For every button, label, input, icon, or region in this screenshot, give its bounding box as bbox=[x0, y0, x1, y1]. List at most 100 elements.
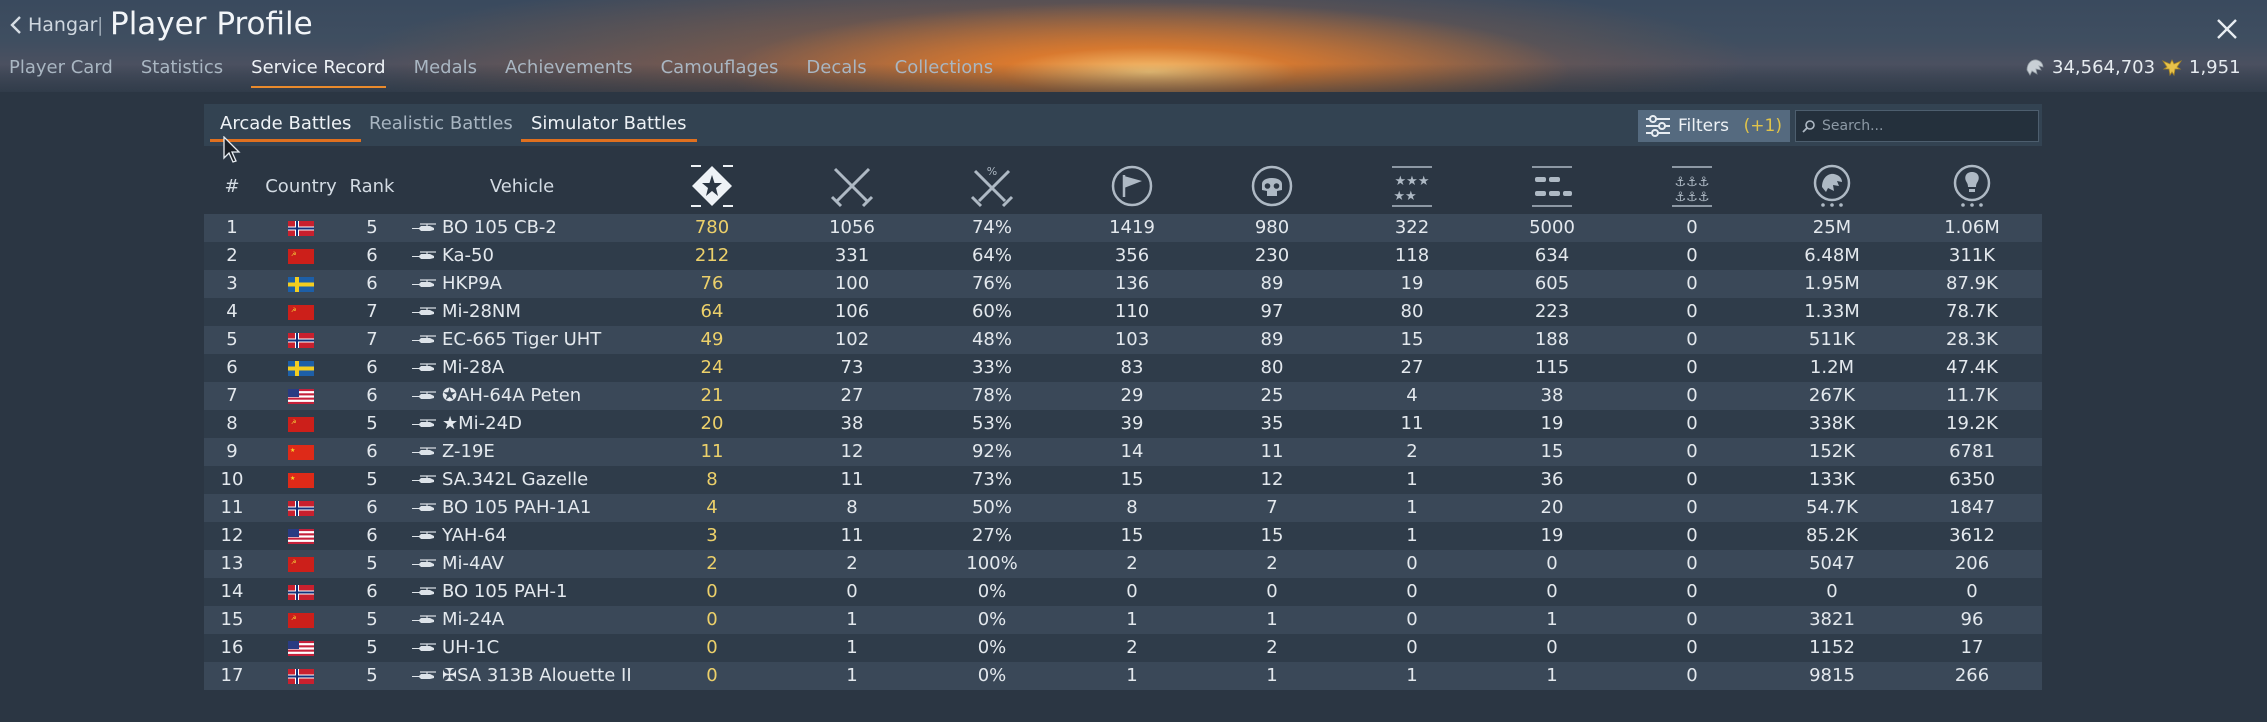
tab-decals[interactable]: Decals bbox=[806, 57, 867, 78]
silver-lions-earned-value: 1.33M bbox=[1804, 301, 1860, 322]
vehicle-name[interactable]: BO 105 PAH-1A1 bbox=[442, 497, 592, 518]
tab-statistics[interactable]: Statistics bbox=[140, 57, 224, 78]
ground-kills-value: 0 bbox=[1546, 553, 1558, 574]
table-row[interactable]: 17 5 ✠SA 313B Alouette II 0 1 0% 1 1 1 1 0 9815 266 bbox=[204, 662, 2042, 690]
vehicle-name[interactable]: HKP9A bbox=[442, 273, 502, 294]
battles-value: 8 bbox=[846, 497, 858, 518]
silver-lions-balance: 34,564,703 bbox=[2024, 56, 2155, 78]
golden-eagles-icon bbox=[2161, 59, 2183, 77]
battles-value: 27 bbox=[840, 385, 864, 406]
table-row[interactable]: 9 ★ 6 Z-19E 11 12 92% 14 11 2 15 0 152K 6781 bbox=[204, 438, 2042, 466]
ground-kills-value: 19 bbox=[1540, 413, 1564, 434]
vehicle-name[interactable]: EC-665 Tiger UHT bbox=[442, 329, 602, 350]
search-box[interactable] bbox=[1795, 110, 2039, 142]
table-row[interactable]: 4 ☭ 7 Mi-28NM 64 106 60% 110 97 80 223 0 1.33M 78.7K bbox=[204, 298, 2042, 326]
tab-arcade-battles[interactable]: Arcade Battles bbox=[209, 112, 362, 142]
rank-value: 6 bbox=[366, 245, 378, 266]
table-row[interactable]: 5 7 EC-665 Tiger UHT 49 102 48% 103 89 15 188 0 511… bbox=[204, 326, 2042, 354]
table-row[interactable]: 6 6 Mi-28A 24 73 33% 83 80 27 115 0 1.2M 47.4K bbox=[204, 354, 2042, 382]
vehicle-cell: Z-19E bbox=[410, 438, 642, 466]
victories-value: 64 bbox=[700, 301, 724, 322]
table-row[interactable]: 1 5 BO 105 CB-2 780 1056 74% 1419 980 322 5000 0 25… bbox=[204, 214, 2042, 242]
vehicle-name[interactable]: ✠SA 313B Alouette II bbox=[442, 665, 632, 686]
vehicle-name[interactable]: Mi-28A bbox=[442, 357, 505, 378]
kills-value: 35 bbox=[1260, 413, 1284, 434]
table-row[interactable]: 16 5 UH-1C 0 1 0% 2 2 0 0 0 1152 17 bbox=[204, 634, 2042, 662]
vehicle-name[interactable]: Ka-50 bbox=[442, 245, 494, 266]
respawns-value: 1 bbox=[1126, 609, 1138, 630]
battles-value: 11 bbox=[840, 469, 864, 490]
respawns-value: 103 bbox=[1114, 329, 1150, 350]
naval-kills-value: 0 bbox=[1686, 497, 1698, 518]
tab-collections[interactable]: Collections bbox=[894, 57, 994, 78]
vehicle-name[interactable]: SA.342L Gazelle bbox=[442, 469, 589, 490]
col-silver-lions-earned[interactable] bbox=[1762, 158, 1902, 214]
col-ground-kills[interactable] bbox=[1482, 158, 1622, 214]
air-kills-value: 2 bbox=[1406, 441, 1418, 462]
col-battles[interactable] bbox=[782, 158, 922, 214]
col-win-rate[interactable]: % bbox=[922, 158, 1062, 214]
vehicle-name[interactable]: Z-19E bbox=[442, 441, 495, 462]
tab-medals[interactable]: Medals bbox=[413, 57, 478, 78]
col-respawns[interactable] bbox=[1062, 158, 1202, 214]
table-header: # Country Rank Vehicle bbox=[204, 158, 2042, 214]
kills-value: 80 bbox=[1260, 357, 1284, 378]
rank-value: 6 bbox=[366, 497, 378, 518]
tab-camouflages[interactable]: Camouflages bbox=[660, 57, 779, 78]
battles-value: 11 bbox=[840, 525, 864, 546]
battles-value: 1 bbox=[846, 609, 858, 630]
row-number: 7 bbox=[226, 385, 238, 406]
vehicle-name[interactable]: Mi-24A bbox=[442, 609, 505, 630]
vehicle-name[interactable]: Mi-4AV bbox=[442, 553, 504, 574]
table-row[interactable]: 14 6 BO 105 PAH-1 0 0 0% 0 0 0 0 0 0 0 bbox=[204, 578, 2042, 606]
vehicle-cell: BO 105 PAH-1A1 bbox=[410, 494, 642, 522]
tab-simulator-battles[interactable]: Simulator Battles bbox=[521, 112, 697, 142]
filters-button[interactable]: Filters (+1) bbox=[1638, 110, 1790, 142]
air-kills-value: 1 bbox=[1406, 665, 1418, 686]
vehicle-name[interactable]: UH-1C bbox=[442, 637, 500, 658]
battles-value: 1056 bbox=[829, 217, 875, 238]
table-row[interactable]: 12 6 YAH-64 3 11 27% 15 15 1 19 0 85.2K 3612 bbox=[204, 522, 2042, 550]
ground-kills-value: 15 bbox=[1540, 441, 1564, 462]
ussr-flag-icon: ☭ bbox=[288, 249, 314, 264]
vehicle-name[interactable]: ★Mi-24D bbox=[442, 413, 522, 434]
tab-player-card[interactable]: Player Card bbox=[9, 57, 113, 78]
col-country[interactable]: Country bbox=[265, 175, 337, 197]
svg-text:⚓⚓⚓: ⚓⚓⚓ bbox=[1675, 175, 1710, 190]
helicopter-icon bbox=[412, 475, 436, 483]
col-rank[interactable]: Rank bbox=[349, 175, 395, 197]
close-icon[interactable] bbox=[2214, 16, 2240, 42]
sweden-flag-icon bbox=[288, 277, 314, 292]
tab-achievements[interactable]: Achievements bbox=[505, 57, 633, 78]
search-input[interactable] bbox=[1820, 117, 2034, 135]
table-row[interactable]: 8 ☭ 5 ★Mi-24D 20 38 53% 39 35 11 19 0 338K 19.2K bbox=[204, 410, 2042, 438]
col-naval-kills[interactable]: ⚓⚓⚓ ⚓⚓⚓ bbox=[1622, 158, 1762, 214]
table-row[interactable]: 2 ☭ 6 Ka-50 212 331 64% 356 230 118 634 0 6.48M 311K bbox=[204, 242, 2042, 270]
service-record-table: 1 5 BO 105 CB-2 780 1056 74% 1419 980 322 5000 0 25… bbox=[204, 214, 2042, 690]
table-row[interactable]: 3 6 HKP9A 76 100 76% 136 89 19 605 0 1.95M 87.9K bbox=[204, 270, 2042, 298]
col-victories[interactable] bbox=[642, 158, 782, 214]
vehicle-name[interactable]: YAH-64 bbox=[442, 525, 507, 546]
research-points-value: 0 bbox=[1966, 581, 1978, 602]
back-to-hangar-button[interactable]: Hangar bbox=[10, 14, 98, 36]
rank-value: 6 bbox=[366, 525, 378, 546]
vehicle-name[interactable]: Mi-28NM bbox=[442, 301, 521, 322]
naval-kills-value: 0 bbox=[1686, 217, 1698, 238]
col-vehicle[interactable]: Vehicle bbox=[489, 175, 555, 197]
table-row[interactable]: 7 6 ✪AH-64A Peten 21 27 78% 29 25 4 38 0 267K 11.7K bbox=[204, 382, 2042, 410]
table-row[interactable]: 15 ☭ 5 Mi-24A 0 1 0% 1 1 0 1 0 3821 96 bbox=[204, 606, 2042, 634]
vehicle-name[interactable]: BO 105 CB-2 bbox=[442, 217, 557, 238]
tab-realistic-battles[interactable]: Realistic Battles bbox=[369, 113, 513, 134]
col-air-kills[interactable]: ★★★ ★★ bbox=[1342, 158, 1482, 214]
tab-service-record[interactable]: Service Record bbox=[251, 56, 387, 90]
vehicle-name[interactable]: ✪AH-64A Peten bbox=[442, 385, 582, 406]
vehicle-name[interactable]: BO 105 PAH-1 bbox=[442, 581, 568, 602]
table-row[interactable]: 13 ☭ 5 Mi-4AV 2 2 100% 2 2 0 0 0 5047 206 bbox=[204, 550, 2042, 578]
table-row[interactable]: 10 ★ 5 SA.342L Gazelle 8 11 73% 15 12 1 36 0 133K 635… bbox=[204, 466, 2042, 494]
col-number[interactable]: # bbox=[224, 175, 240, 197]
col-kills[interactable] bbox=[1202, 158, 1342, 214]
table-row[interactable]: 11 6 BO 105 PAH-1A1 4 8 50% 8 7 1 20 0 54.7K 1847 bbox=[204, 494, 2042, 522]
col-research-points[interactable] bbox=[1902, 158, 2042, 214]
naval-kills-value: 0 bbox=[1686, 441, 1698, 462]
win-rate-value: 0% bbox=[977, 609, 1007, 630]
